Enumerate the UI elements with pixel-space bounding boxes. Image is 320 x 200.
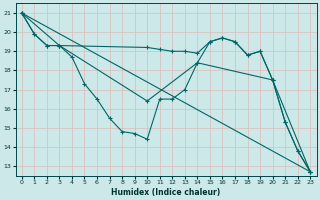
X-axis label: Humidex (Indice chaleur): Humidex (Indice chaleur) [111,188,221,197]
